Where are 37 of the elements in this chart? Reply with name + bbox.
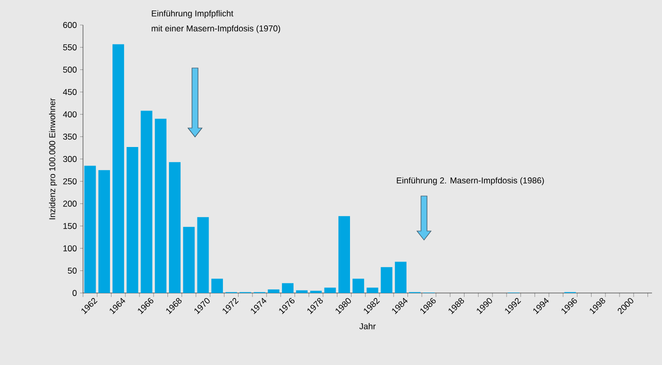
- y-tick-label: 450: [62, 88, 77, 96]
- bar: [296, 290, 308, 293]
- y-tick-label: 250: [63, 178, 77, 184]
- bar: [282, 283, 294, 293]
- y-tick-label: 400: [62, 111, 77, 118]
- bar: [211, 278, 223, 293]
- y-tick-label: 350: [63, 134, 77, 140]
- bar: [268, 289, 280, 293]
- annotation: Einführung 2. Masern-Impfdosis (1986): [396, 177, 544, 186]
- text: Einführung Impfpflicht: [152, 10, 234, 18]
- y-tick-label: 600: [63, 22, 77, 28]
- bar: [112, 44, 124, 293]
- y-tick-label: 550: [63, 44, 77, 50]
- y-axis-title: Inzidenz pro 100.000 Einwohner: [49, 98, 57, 220]
- bar: [394, 262, 406, 293]
- bar: [84, 166, 96, 293]
- bar: [380, 267, 392, 293]
- bar: [140, 110, 152, 293]
- y-tick-label: 300: [63, 156, 77, 162]
- bar: [366, 288, 378, 293]
- bar: [352, 278, 364, 293]
- bar: [183, 226, 195, 293]
- y-tick-label: 100: [63, 245, 77, 252]
- y-tick-label: 50: [68, 268, 77, 274]
- bar: [338, 216, 350, 293]
- bar: [324, 288, 336, 293]
- bar: [168, 162, 181, 293]
- y-tick-label: 500: [63, 66, 77, 73]
- annotation: mit einer Masern-Impfdosis (1970): [152, 25, 280, 34]
- y-tick-label: 200: [63, 200, 77, 207]
- bar: [197, 217, 209, 293]
- bar: [154, 118, 166, 293]
- x-axis-title: Jahr: [359, 323, 376, 330]
- y-tick-label: 150: [63, 222, 77, 230]
- bar: [126, 146, 138, 293]
- bar: [98, 170, 110, 293]
- y-tick-label: 0: [72, 290, 77, 296]
